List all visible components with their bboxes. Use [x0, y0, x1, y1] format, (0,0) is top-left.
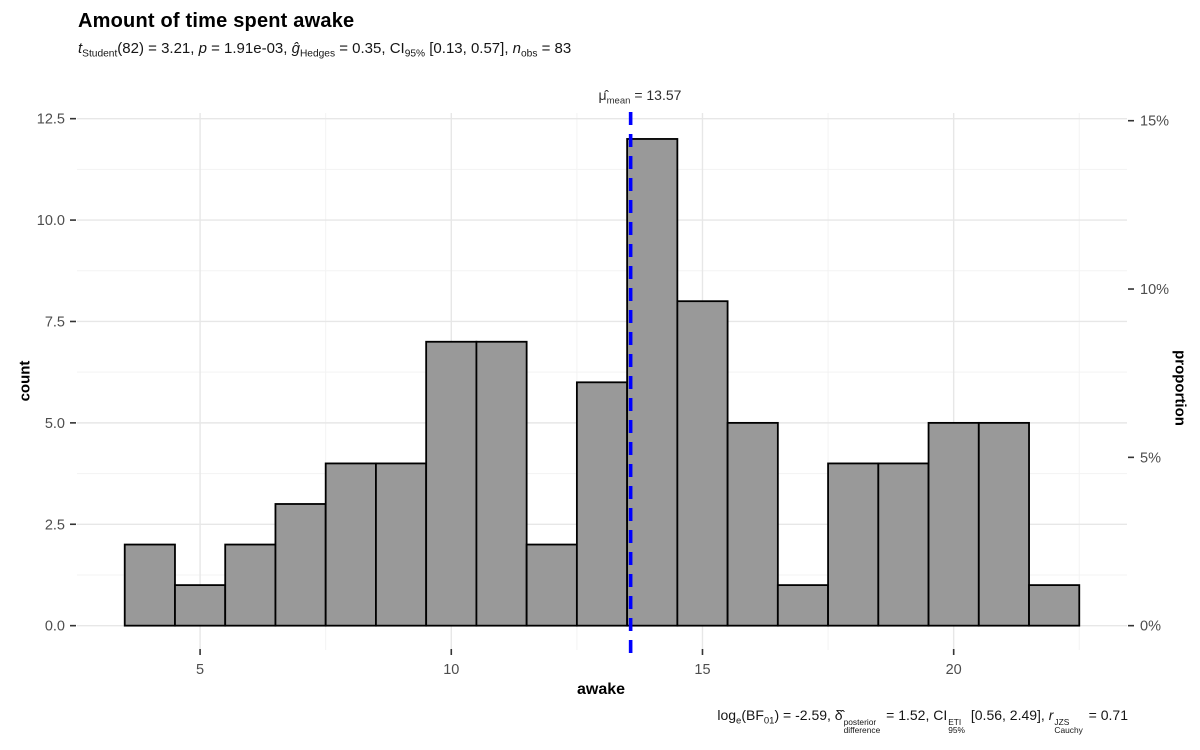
histogram-bar: [123, 543, 176, 627]
histogram-bar: [626, 138, 679, 627]
text-run: mean: [606, 95, 631, 107]
y2-axis-tick-label: 15%: [1140, 114, 1169, 130]
y-axis-tick-label: 0.0: [45, 619, 65, 635]
text-run: = 1.91e-03,: [206, 40, 292, 57]
text-run: μ̂: [598, 87, 607, 103]
text-run: e: [736, 715, 742, 727]
supsub-stack: JZS Cauchy: [1054, 716, 1083, 736]
histogram-bar: [877, 462, 930, 627]
histogram-bar: [1028, 584, 1081, 627]
stats-caption: loge(BF01) = -2.59, δ̂ posterior differenc…: [717, 707, 1128, 735]
text-run: (BF: [741, 707, 764, 723]
x-axis-tick-label: 15: [694, 662, 710, 678]
histogram-bar: [475, 340, 528, 627]
histogram-bar: [224, 543, 277, 627]
y2-axis-tick-label: 0%: [1140, 619, 1161, 635]
histogram-bar: [977, 421, 1030, 627]
text-run: = 83: [537, 40, 572, 57]
y-axis-tick-label: 2.5: [45, 517, 65, 533]
histogram-bar: [676, 300, 729, 627]
text-run: ĝ: [291, 40, 300, 57]
text-run: (82) = 3.21,: [117, 40, 199, 57]
y-axis-title: count: [16, 360, 34, 402]
supsub-stack: ETI 95%: [948, 716, 965, 736]
text-run: ) = -2.59,: [774, 707, 835, 723]
histogram-bar: [927, 421, 980, 627]
plot-title: Amount of time spent awake: [78, 10, 355, 32]
histogram-bar: [425, 340, 478, 627]
text-run: δ̂: [834, 707, 843, 723]
histogram-bar: [525, 543, 578, 627]
histogram-bar: [575, 381, 629, 627]
plot-subtitle: tStudent(82) = 3.21, p = 1.91e-03, ĝHedg…: [78, 40, 571, 60]
histogram-bar: [375, 462, 428, 627]
text-run: Student: [82, 48, 118, 60]
histogram-bar: [726, 421, 779, 627]
supsub-stack: posterior difference: [843, 716, 881, 736]
text-run: Hedges: [299, 48, 336, 60]
text-run: log: [717, 707, 737, 723]
text-run: 01: [763, 715, 775, 727]
histogram-bar: [324, 462, 377, 627]
text-run: t: [78, 40, 83, 57]
text-run: n: [512, 40, 521, 57]
mean-annotation: μ̂mean = 13.57: [599, 87, 682, 106]
text-run: p: [198, 40, 207, 57]
histogram-bar: [174, 584, 227, 627]
y-axis-tick-label: 12.5: [37, 112, 65, 128]
histogram-bar: [274, 503, 327, 627]
histogram-bar: [776, 584, 829, 627]
text-run: = 0.71: [1084, 707, 1128, 723]
x-axis-tick-label: 5: [196, 662, 204, 678]
text-run: r: [1048, 707, 1054, 723]
text-run: 95%: [404, 48, 426, 60]
y2-axis-title: proportion: [1171, 350, 1189, 426]
text-run: [0.13, 0.57],: [425, 40, 513, 57]
y2-axis-tick-label: 5%: [1140, 450, 1161, 466]
text-run: obs: [521, 48, 538, 60]
text-run: = 0.35, CI: [335, 40, 405, 57]
y-axis-tick-label: 7.5: [45, 314, 65, 330]
text-run: = 13.57: [630, 87, 682, 103]
y-axis-tick-label: 5.0: [45, 416, 65, 432]
text-run: = 1.52, CI: [882, 707, 948, 723]
x-axis-tick-label: 20: [946, 662, 962, 678]
y-axis-tick-label: 10.0: [37, 213, 65, 229]
x-axis-tick-label: 10: [443, 662, 459, 678]
y2-axis-tick-label: 10%: [1140, 282, 1169, 298]
histogram-bar: [827, 462, 880, 627]
x-axis-title: awake: [576, 681, 626, 698]
text-run: [0.56, 2.49],: [966, 707, 1049, 723]
